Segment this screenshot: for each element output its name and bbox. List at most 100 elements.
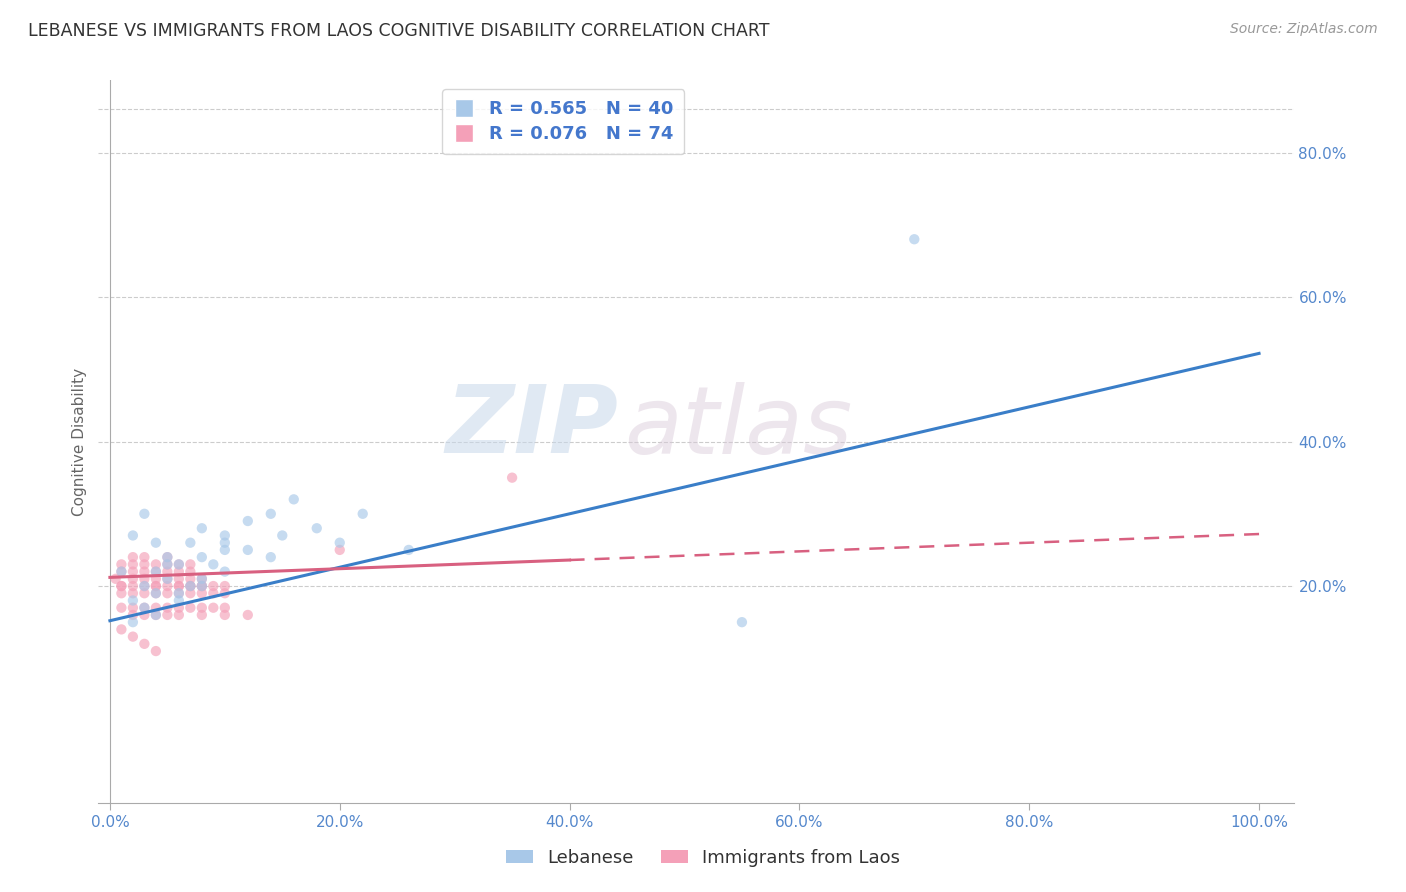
Point xyxy=(104,572,127,586)
Point xyxy=(134,572,156,586)
Point xyxy=(110,623,132,637)
Point xyxy=(156,565,179,579)
Point xyxy=(329,542,352,557)
Point xyxy=(156,558,179,572)
Point xyxy=(214,535,236,549)
Point xyxy=(329,535,352,549)
Point xyxy=(145,535,167,549)
Point xyxy=(156,607,179,622)
Point xyxy=(214,542,236,557)
Point xyxy=(179,579,201,593)
Text: ZIP: ZIP xyxy=(446,381,619,473)
Point xyxy=(191,521,214,535)
Point xyxy=(191,572,214,586)
Point xyxy=(134,550,156,565)
Point xyxy=(179,558,201,572)
Point xyxy=(134,607,156,622)
Point xyxy=(145,579,167,593)
Point xyxy=(145,565,167,579)
Y-axis label: Cognitive Disability: Cognitive Disability xyxy=(72,368,87,516)
Point xyxy=(179,579,201,593)
Point xyxy=(179,535,201,549)
Point xyxy=(167,593,190,607)
Point xyxy=(191,579,214,593)
Legend: Lebanese, Immigrants from Laos: Lebanese, Immigrants from Laos xyxy=(499,842,907,874)
Point xyxy=(214,607,236,622)
Point xyxy=(191,607,214,622)
Point xyxy=(167,565,190,579)
Point xyxy=(731,615,754,630)
Point xyxy=(145,600,167,615)
Point xyxy=(145,579,167,593)
Text: LEBANESE VS IMMIGRANTS FROM LAOS COGNITIVE DISABILITY CORRELATION CHART: LEBANESE VS IMMIGRANTS FROM LAOS COGNITI… xyxy=(28,22,769,40)
Point xyxy=(134,579,156,593)
Point xyxy=(110,565,132,579)
Point xyxy=(156,572,179,586)
Point xyxy=(260,550,283,565)
Point xyxy=(156,558,179,572)
Point xyxy=(179,579,201,593)
Point xyxy=(134,600,156,615)
Text: atlas: atlas xyxy=(624,382,852,473)
Point xyxy=(352,507,374,521)
Point xyxy=(214,528,236,542)
Point xyxy=(156,586,179,600)
Point xyxy=(191,586,214,600)
Point xyxy=(214,565,236,579)
Point xyxy=(202,586,225,600)
Point xyxy=(134,507,156,521)
Point xyxy=(134,637,156,651)
Point xyxy=(156,550,179,565)
Point xyxy=(145,565,167,579)
Point xyxy=(236,542,259,557)
Point xyxy=(122,615,145,630)
Point xyxy=(134,579,156,593)
Point xyxy=(145,586,167,600)
Point xyxy=(167,558,190,572)
Point xyxy=(156,550,179,565)
Point xyxy=(122,600,145,615)
Point xyxy=(202,558,225,572)
Point xyxy=(214,586,236,600)
Point xyxy=(110,579,132,593)
Point xyxy=(191,579,214,593)
Point xyxy=(260,507,283,521)
Point xyxy=(122,572,145,586)
Point xyxy=(191,600,214,615)
Point xyxy=(110,600,132,615)
Point xyxy=(179,586,201,600)
Point xyxy=(145,607,167,622)
Point xyxy=(167,572,190,586)
Point xyxy=(145,558,167,572)
Point xyxy=(903,232,925,246)
Legend: R = 0.565   N = 40, R = 0.076   N = 74: R = 0.565 N = 40, R = 0.076 N = 74 xyxy=(441,89,685,154)
Point xyxy=(271,528,294,542)
Point xyxy=(134,586,156,600)
Point xyxy=(110,558,132,572)
Point xyxy=(236,514,259,528)
Point xyxy=(145,644,167,658)
Point xyxy=(145,572,167,586)
Point xyxy=(122,565,145,579)
Point xyxy=(122,593,145,607)
Point xyxy=(122,550,145,565)
Point xyxy=(179,600,201,615)
Point xyxy=(156,579,179,593)
Point xyxy=(110,586,132,600)
Point xyxy=(134,558,156,572)
Point xyxy=(167,579,190,593)
Point xyxy=(179,565,201,579)
Point xyxy=(110,579,132,593)
Point xyxy=(145,586,167,600)
Point xyxy=(167,586,190,600)
Point xyxy=(305,521,328,535)
Point xyxy=(156,572,179,586)
Point xyxy=(214,579,236,593)
Point xyxy=(501,471,523,485)
Point xyxy=(214,600,236,615)
Point xyxy=(122,607,145,622)
Point xyxy=(167,607,190,622)
Point xyxy=(156,600,179,615)
Point xyxy=(202,600,225,615)
Point xyxy=(179,572,201,586)
